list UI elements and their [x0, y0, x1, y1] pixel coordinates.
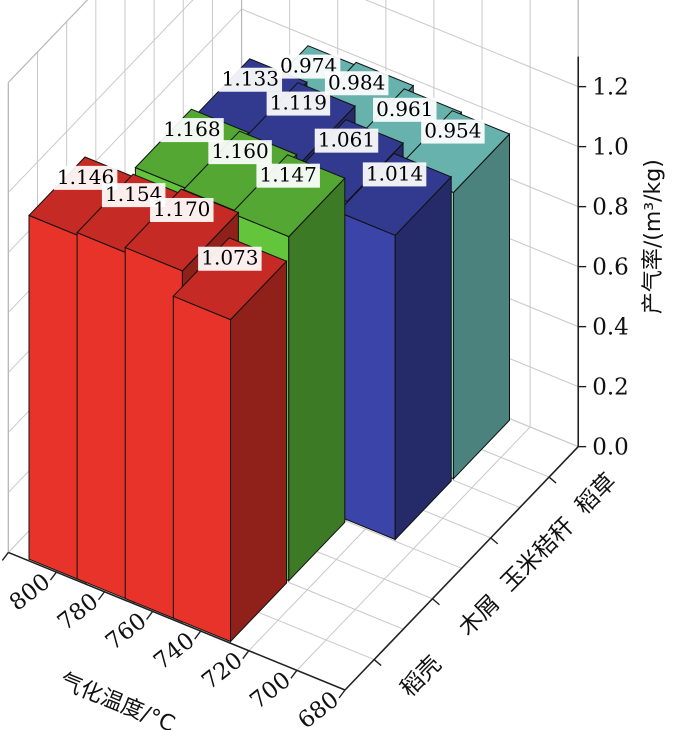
bar-side-face	[394, 175, 452, 541]
depth-tick	[548, 476, 557, 484]
x-axis-title: 气化温度/°C	[56, 669, 178, 730]
x-tick-label: 740	[149, 628, 200, 676]
data-label: 0.984	[328, 70, 385, 94]
x-tick	[1, 552, 9, 561]
data-label: 1.133	[222, 67, 279, 91]
z-tick-label: 0.8	[592, 195, 629, 221]
bar-side-face	[230, 259, 287, 643]
data-label-bg	[198, 246, 262, 271]
data-label-bg	[314, 128, 379, 153]
data-label-bg	[160, 118, 224, 143]
data-label-bg	[256, 163, 320, 188]
x-tick	[146, 610, 154, 620]
x-tick-label: 800	[5, 569, 56, 617]
z-tick-label: 0.0	[592, 435, 629, 461]
x-axis-line	[8, 551, 346, 691]
bar-front-face	[172, 295, 231, 643]
data-label-bg	[421, 119, 485, 144]
z-tick-label: 0.6	[592, 255, 629, 281]
z-tick-label: 1.2	[592, 75, 629, 101]
data-label-bg	[324, 71, 389, 96]
frame-edge	[7, 0, 89, 83]
depth-tick	[373, 659, 382, 667]
data-label: 1.119	[270, 91, 327, 115]
x-tick	[290, 669, 298, 679]
x-tick-label: 760	[101, 608, 152, 656]
data-label-bg	[266, 91, 331, 116]
x-tick-label: 700	[245, 667, 296, 715]
data-label: 1.170	[153, 197, 210, 221]
depth-category-label: 玉米秸秆	[496, 513, 579, 596]
data-label-bg	[373, 97, 437, 122]
x-tick-label: 680	[293, 687, 344, 730]
z-tick-label: 1.0	[592, 135, 629, 161]
grid-line	[7, 0, 194, 193]
data-label: 1.160	[211, 139, 268, 163]
grid-line	[364, 0, 579, 88]
bar-side-face	[288, 176, 346, 582]
x-tick	[49, 571, 57, 581]
depth-tick	[490, 537, 499, 545]
z-tick-label: 0.4	[592, 315, 629, 341]
data-label: 1.073	[201, 246, 258, 270]
data-label-bg	[150, 197, 214, 222]
z-tick-label: 0.2	[592, 375, 629, 401]
x-tick	[97, 591, 106, 601]
bar	[172, 237, 288, 643]
depth-category-label: 稻草	[571, 469, 622, 520]
depth-tick	[432, 598, 440, 606]
data-label-bg	[362, 162, 427, 187]
z-axis-title: 产气率/(m³/kg)	[641, 159, 666, 314]
x-tick	[194, 630, 202, 640]
grid-line	[241, 8, 579, 148]
bar	[337, 152, 453, 541]
data-label-bg	[218, 67, 283, 92]
data-label: 1.168	[163, 117, 220, 141]
data-label: 1.147	[260, 163, 317, 187]
bar-front-face	[337, 211, 396, 541]
data-label: 1.061	[318, 128, 375, 152]
x-tick-label: 720	[197, 647, 248, 695]
data-label-bg	[208, 140, 272, 165]
depth-axis-line	[344, 446, 579, 691]
depth-category-label: 稻壳	[396, 651, 447, 702]
bar-side-face	[453, 132, 510, 480]
x-tick-label: 780	[53, 588, 104, 636]
data-label: 0.954	[424, 119, 481, 143]
x-tick	[242, 650, 250, 660]
data-label: 1.014	[366, 161, 423, 185]
data-label: 0.961	[376, 97, 433, 121]
depth-category-label: 木屑	[454, 590, 505, 641]
x-tick	[338, 689, 346, 699]
